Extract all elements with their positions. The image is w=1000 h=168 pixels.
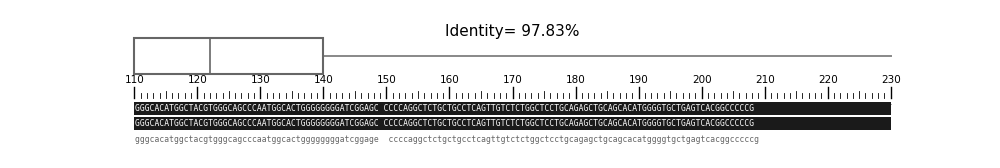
- Text: 200: 200: [692, 75, 711, 85]
- Text: 220: 220: [818, 75, 838, 85]
- Text: 180: 180: [566, 75, 585, 85]
- Text: Identity= 97.83%: Identity= 97.83%: [445, 24, 580, 39]
- Text: gggcacatggctacgtgggcagcccaatggcactggggggggatcggage  ccccaggctctgctgcctcagttgtctc: gggcacatggctacgtgggcagcccaatggcactgggggg…: [135, 135, 759, 144]
- Text: GGGCACATGGCTACGTGGGCAGCCCAATGGCACTGGGGGGGGATCGGAGC CCCCAGGCTCTGCTGCCTCAGTTGTCTCT: GGGCACATGGCTACGTGGGCAGCCCAATGGCACTGGGGGG…: [135, 119, 754, 128]
- Text: 160: 160: [440, 75, 459, 85]
- Text: GGGCACATGGCTACGTGGGCAGCCCAATGGCACTGGGGGGGGATCGGAGC CCCCAGGCTCTGCTGCCTCAGTTGTCTCT: GGGCACATGGCTACGTGGGCAGCCCAATGGCACTGGGGGG…: [135, 104, 754, 113]
- Text: 210: 210: [755, 75, 775, 85]
- Text: 120: 120: [187, 75, 207, 85]
- Text: 150: 150: [377, 75, 396, 85]
- Bar: [134, 102, 891, 115]
- Text: 110: 110: [124, 75, 144, 85]
- Bar: [134, 38, 323, 74]
- Text: 230: 230: [881, 75, 901, 85]
- Text: 190: 190: [629, 75, 648, 85]
- Text: 170: 170: [503, 75, 522, 85]
- Text: 140: 140: [314, 75, 333, 85]
- Bar: [134, 117, 891, 130]
- Text: 130: 130: [250, 75, 270, 85]
